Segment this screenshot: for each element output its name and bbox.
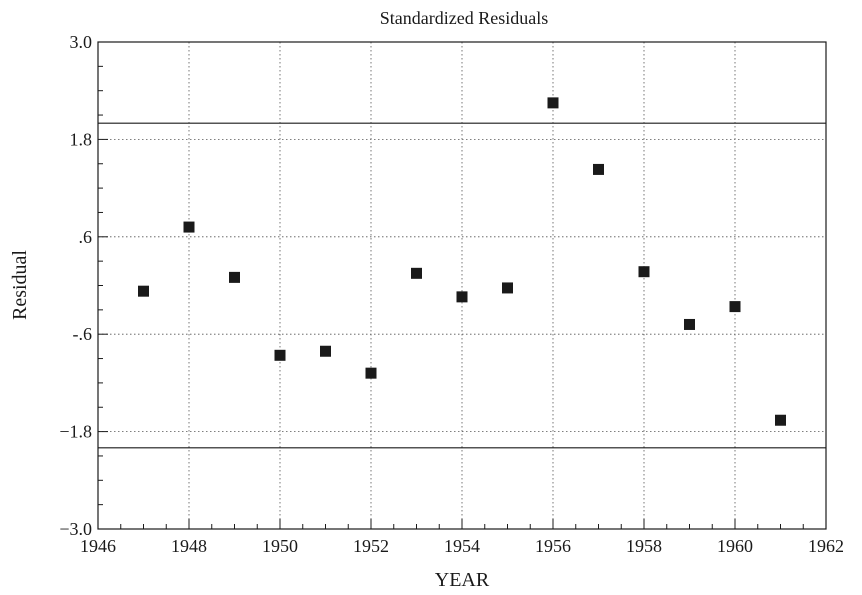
plot-frame	[97, 41, 827, 530]
data-point	[729, 301, 741, 313]
data-point	[684, 318, 695, 330]
x-tick-label: 1952	[353, 536, 389, 556]
data-point	[320, 345, 331, 357]
y-tick-label: −3.0	[59, 519, 92, 539]
x-tick-label: 1958	[626, 536, 662, 556]
chart-title: Standardized Residuals	[380, 8, 548, 28]
axis-ticks	[97, 41, 827, 530]
y-tick-label: -.6	[73, 324, 93, 344]
data-point	[274, 349, 286, 361]
x-tick-label: 1948	[171, 536, 207, 556]
x-tick-label: 1954	[444, 536, 480, 556]
reference-lines	[98, 122, 826, 449]
data-point	[229, 271, 240, 283]
y-axis-label: Residual	[9, 250, 31, 320]
x-tick-label: 1956	[535, 536, 571, 556]
y-tick-label: 3.0	[70, 32, 93, 52]
data-point	[547, 97, 559, 109]
grid-lines	[98, 42, 826, 529]
data-point	[502, 282, 513, 294]
x-tick-label: 1946	[80, 536, 116, 556]
tick-labels: 1946 1948 1950 1952 1954 1956 1958 1960 1962 −3.0…	[59, 32, 844, 556]
data-point	[638, 266, 650, 278]
x-tick-label: 1960	[717, 536, 753, 556]
data-point	[183, 221, 195, 233]
y-tick-label: −1.8	[59, 422, 92, 442]
data-point	[456, 291, 468, 303]
x-tick-label: 1962	[808, 536, 844, 556]
data-points	[138, 97, 786, 426]
data-point	[775, 414, 786, 426]
y-tick-label: 1.8	[70, 129, 93, 149]
data-point	[411, 267, 422, 279]
data-point	[593, 163, 604, 175]
data-point	[365, 367, 377, 379]
x-tick-label: 1950	[262, 536, 298, 556]
y-tick-label: .6	[79, 227, 93, 247]
x-axis-label: YEAR	[435, 569, 490, 591]
data-point	[138, 285, 149, 297]
